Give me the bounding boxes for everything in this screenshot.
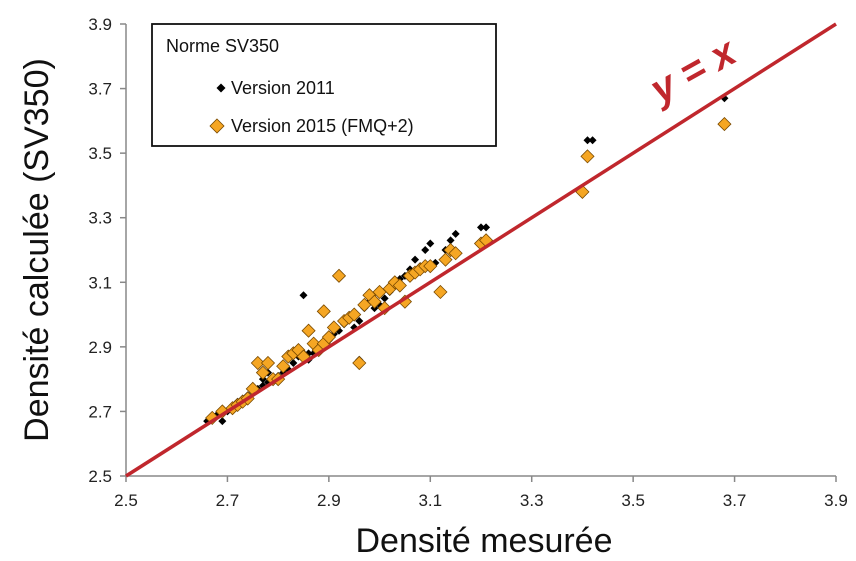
data-point-2011 (355, 317, 364, 326)
data-point-2015 (321, 330, 336, 345)
data-point-2011 (426, 239, 435, 248)
data-point-2015 (250, 355, 265, 371)
data-point-2015 (316, 304, 331, 319)
data-point-2011 (482, 223, 491, 232)
data-point-2015 (347, 307, 362, 322)
legend: Norme SV350 Version 2011 Version 2015 (F… (151, 23, 497, 147)
legend-box (151, 23, 497, 147)
x-tick-label: 2.9 (317, 491, 341, 510)
y-tick-label: 3.7 (88, 80, 112, 99)
series-version-2015 (205, 117, 732, 425)
data-point-2015 (580, 149, 595, 164)
data-point-2015 (352, 355, 367, 371)
y-tick-label: 3.3 (88, 209, 112, 228)
data-point-2011 (218, 417, 227, 426)
reference-line-label: y = x (641, 29, 744, 113)
y-tick-label: 3.1 (88, 273, 112, 292)
data-point-2015 (255, 365, 270, 380)
x-tick-label: 2.5 (114, 491, 138, 510)
y-axis-title: Densité calculée (SV350) (18, 58, 56, 442)
data-point-2011 (411, 255, 420, 264)
data-point-2011 (477, 223, 485, 232)
data-point-2011 (446, 236, 455, 245)
data-point-2011 (299, 291, 308, 300)
data-point-2011 (588, 136, 597, 145)
data-point-2015 (717, 117, 732, 132)
data-point-2015 (301, 323, 316, 338)
x-tick-label: 3.7 (723, 491, 747, 510)
legend-diamond-2011 (216, 83, 226, 93)
plot-frame (125, 24, 836, 477)
x-axis-title: Densité mesurée (355, 522, 612, 560)
data-point-2011 (380, 294, 389, 303)
reference-line-y-equals-x (125, 22, 837, 478)
data-point-2015 (276, 359, 291, 374)
data-point-2011 (289, 359, 298, 367)
data-point-2015 (326, 320, 341, 335)
data-point-2015 (433, 284, 448, 300)
x-axis-ticks: 2.5 2.7 2.9 3.1 3.3 3.5 3.7 3.9 (114, 476, 848, 510)
data-point-2015 (260, 355, 276, 371)
y-tick-label: 2.5 (88, 467, 112, 486)
data-point-2015 (423, 259, 438, 274)
x-tick-label: 3.3 (520, 491, 544, 510)
y-tick-label: 2.9 (88, 338, 112, 357)
data-point-2011 (451, 229, 460, 238)
data-point-2011 (421, 246, 430, 254)
y-tick-label: 3.9 (88, 15, 112, 34)
legend-label-2011: Version 2011 (231, 78, 335, 98)
x-tick-label: 3.5 (621, 491, 645, 510)
x-tick-label: 3.9 (824, 491, 848, 510)
y-tick-label: 3.5 (88, 144, 112, 163)
data-point-2015 (438, 252, 453, 267)
legend-label-2015: Version 2015 (FMQ+2) (231, 116, 414, 136)
data-point-2015 (367, 294, 382, 309)
data-point-2015 (331, 268, 347, 283)
data-point-2015 (205, 410, 220, 425)
legend-diamond-2015 (209, 118, 225, 134)
x-tick-label: 2.7 (216, 491, 240, 510)
y-tick-label: 2.7 (88, 402, 112, 421)
legend-marker-2011 (216, 83, 226, 93)
y-axis-ticks: 2.5 2.7 2.9 3.1 3.3 3.5 3.7 3.9 (88, 15, 126, 486)
data-point-2015 (448, 246, 463, 261)
data-point-2011 (583, 136, 592, 145)
data-point-2015 (392, 278, 407, 293)
legend-marker-2015 (209, 118, 225, 134)
x-tick-label: 3.1 (418, 491, 442, 510)
legend-title: Norme SV350 (166, 36, 279, 56)
